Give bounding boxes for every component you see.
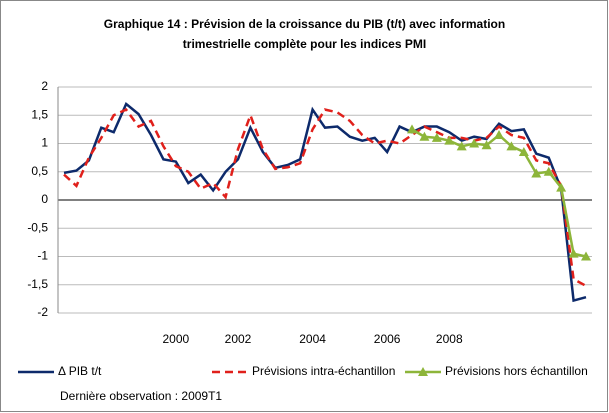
series-marker (456, 141, 467, 151)
y-tick-label: 0,5 (31, 164, 48, 178)
footnote: Dernière observation : 2009T1 (60, 389, 222, 403)
series-marker (494, 130, 504, 140)
series-line (63, 101, 587, 303)
series-marker (568, 248, 579, 258)
y-tick-label: 1,5 (31, 107, 48, 121)
y-tick-label: 0 (41, 192, 48, 206)
legend-label: Prévisions intra-échantillon (252, 364, 395, 378)
series-marker (419, 131, 430, 141)
y-tick-label: -1,5 (27, 277, 48, 291)
series-marker (469, 138, 480, 148)
x-tick-label: 2008 (436, 332, 463, 346)
series-line (63, 108, 587, 287)
series-marker (581, 251, 591, 261)
y-tick-label: -0,5 (27, 220, 48, 234)
series-marker (431, 132, 442, 142)
series-marker (556, 182, 567, 192)
x-tick-label: 2004 (299, 332, 326, 346)
series-marker (407, 124, 417, 134)
series-marker (481, 140, 492, 150)
series-marker (444, 135, 455, 145)
x-tick-label: 2002 (225, 332, 252, 346)
legend-marker (418, 367, 428, 376)
y-tick-label: -2 (37, 305, 48, 319)
legend-label: Prévisions hors échantillon (445, 364, 588, 378)
legend-label: Δ PIB t/t (58, 364, 102, 378)
y-tick-label: 1 (41, 136, 48, 150)
x-tick-label: 2006 (374, 332, 401, 346)
series-marker (531, 168, 542, 178)
chart-title: Graphique 14 : Prévision de la croissanc… (103, 17, 506, 51)
x-tick-label: 2000 (163, 332, 190, 346)
series-marker (506, 141, 517, 151)
series-marker (543, 166, 554, 176)
series-marker (518, 146, 529, 156)
y-tick-label: -1 (37, 249, 48, 263)
y-tick-label: 2 (41, 79, 48, 93)
